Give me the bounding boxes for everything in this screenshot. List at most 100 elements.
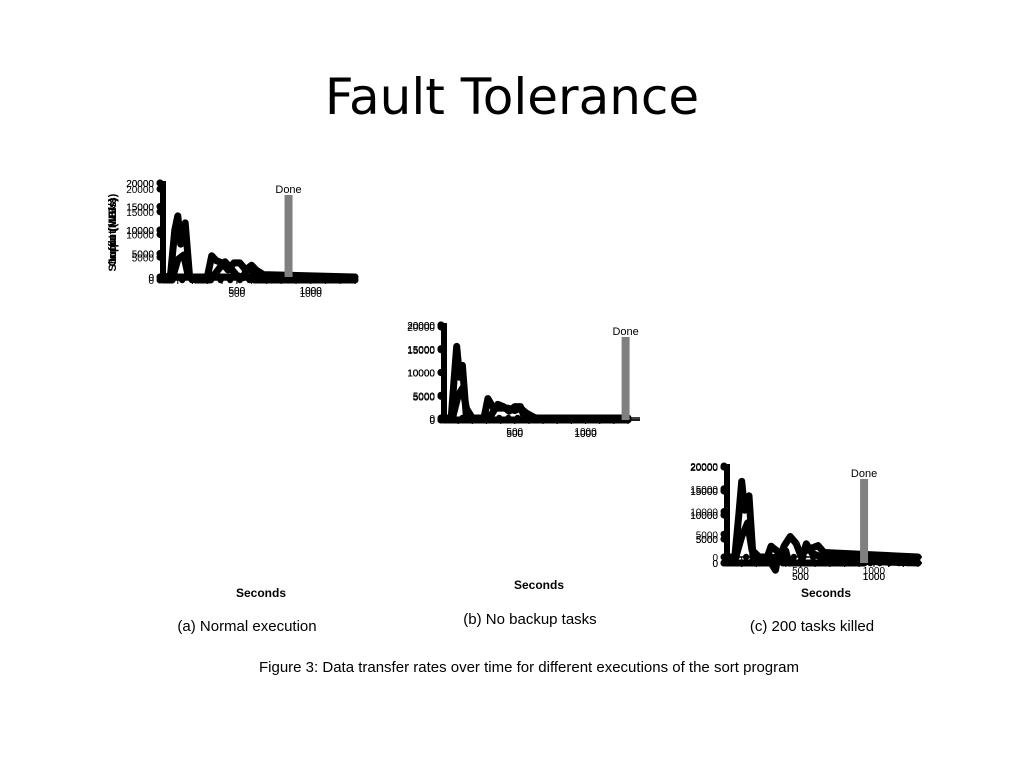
data-point (236, 273, 243, 281)
x-tick-label: 1000 (574, 429, 597, 440)
y-tick-mark (720, 463, 728, 471)
x-tick-label: 1000 (300, 289, 323, 300)
y-tick-label: 5000 (696, 535, 719, 546)
y-tick-label: 15000 (407, 345, 435, 356)
data-point (523, 416, 530, 424)
x-tick-label: 500 (229, 286, 246, 297)
series-line-output (440, 395, 632, 424)
data-point (800, 559, 807, 567)
data-point (351, 273, 359, 281)
figure-caption: Figure 3: Data transfer rates over time … (259, 659, 799, 676)
data-point (847, 559, 855, 567)
x-tick-label: 500 (229, 286, 246, 297)
y-tick-label: 10000 (690, 511, 718, 522)
y-tick-label: 10000 (407, 369, 435, 380)
y-tick-label: 0 (429, 416, 435, 427)
row-label-input: Input (MB/s) (107, 198, 119, 262)
y-tick-mark (437, 321, 445, 329)
x-tick-label: 1000 (863, 566, 886, 577)
y-tick-label: 20000 (407, 321, 435, 332)
y-tick-label: 0 (712, 553, 718, 564)
y-tick-label: 20000 (690, 463, 718, 474)
data-point (578, 416, 586, 424)
y-tick-mark (437, 369, 445, 376)
y-tick-label: 5000 (132, 250, 155, 261)
data-point (886, 559, 893, 567)
data-point (876, 559, 883, 567)
row-label-shuffle: Shuffle (MB/s) (107, 197, 119, 271)
data-point (198, 273, 205, 281)
y-tick-label: 0 (429, 416, 435, 427)
data-point (895, 559, 903, 567)
y-tick-label: 10000 (407, 369, 435, 380)
panel-caption: (a) Normal execution (177, 618, 316, 635)
data-point (303, 273, 311, 281)
y-tick-label: 10000 (126, 231, 154, 242)
y-tick-label: 20000 (126, 179, 154, 190)
y-tick-label: 10000 (690, 511, 718, 522)
data-point (819, 559, 826, 567)
data-point (332, 273, 339, 281)
series-line-shuffle (440, 384, 632, 422)
y-tick-label: 5000 (413, 391, 436, 402)
y-tick-label: 0 (429, 414, 435, 425)
data-point (781, 559, 788, 567)
y-tick-label: 0 (712, 559, 718, 570)
y-tick-label: 15000 (126, 203, 154, 214)
done-label: Done (851, 468, 877, 480)
x-tick-label: 1000 (863, 572, 886, 583)
series-line-input (440, 342, 630, 424)
x-tick-label: 1000 (300, 286, 323, 297)
y-tick-label: 10000 (126, 226, 154, 237)
y-tick-label: 15000 (407, 346, 435, 357)
y-tick-label: 5000 (132, 253, 155, 264)
y-tick-label: 10000 (407, 369, 435, 380)
data-point (597, 416, 604, 424)
x-tick-label: 1000 (300, 286, 323, 297)
y-tick-label: 0 (712, 559, 718, 570)
data-point (914, 553, 922, 561)
x-tick-label: 500 (229, 289, 246, 300)
data-point (838, 559, 845, 567)
data-point (440, 416, 448, 424)
data-point (468, 416, 475, 424)
data-point (606, 416, 613, 424)
data-point (790, 559, 798, 567)
x-axis-title: Seconds (801, 586, 851, 600)
data-point (560, 416, 567, 424)
data-point (179, 273, 186, 281)
y-tick-label: 15000 (126, 208, 154, 219)
data-point (265, 273, 272, 281)
y-tick-label: 15000 (126, 203, 154, 214)
data-point (762, 559, 769, 567)
panel-caption: (b) No backup tasks (463, 611, 596, 628)
y-tick-mark (156, 226, 164, 234)
row-label-output: Output (MB/s) (107, 193, 119, 266)
y-tick-mark (720, 535, 728, 543)
data-point (752, 559, 759, 567)
data-point (217, 273, 224, 281)
data-point (542, 416, 549, 424)
y-tick-label: 15000 (690, 487, 718, 498)
data-point (895, 553, 903, 561)
y-tick-mark (437, 392, 445, 400)
data-point (771, 559, 778, 567)
y-tick-label: 15000 (407, 345, 435, 356)
x-tick-label: 500 (792, 572, 809, 583)
y-tick-label: 20000 (690, 463, 718, 474)
x-tick-label: 1000 (863, 572, 886, 583)
data-point (514, 416, 521, 424)
y-tick-label: 5000 (413, 392, 436, 403)
data-point (450, 416, 457, 424)
y-tick-mark (720, 487, 728, 495)
y-tick-label: 15000 (690, 487, 718, 498)
data-point (733, 553, 740, 561)
data-point (551, 416, 558, 424)
x-tick-label: 1000 (574, 429, 597, 440)
data-point (588, 416, 595, 424)
y-tick-label: 5000 (696, 535, 719, 546)
y-tick-label: 10000 (690, 508, 718, 519)
data-point (742, 553, 750, 561)
series-line-output (159, 252, 359, 281)
